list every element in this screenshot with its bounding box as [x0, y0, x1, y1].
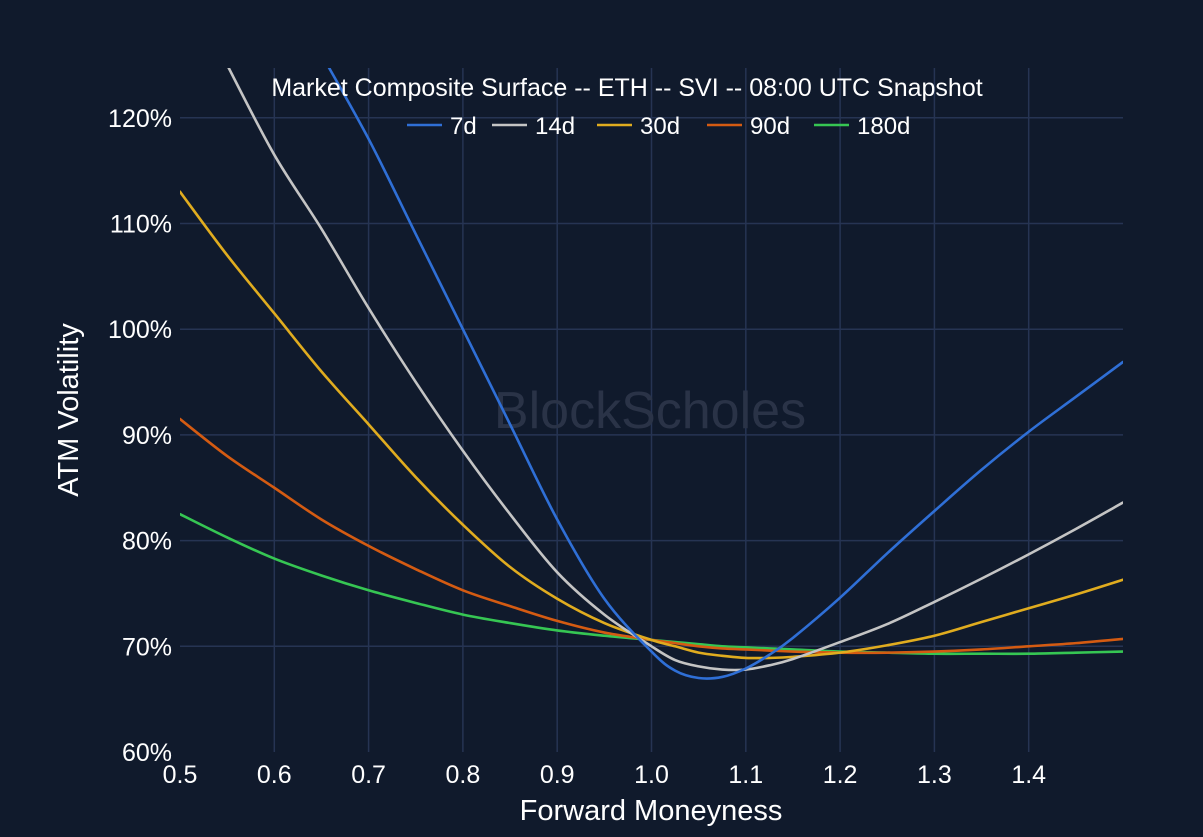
legend-label: 14d [535, 113, 575, 140]
legend-item-7d[interactable]: 7d [407, 113, 477, 140]
y-axis-title: ATM Volatility [53, 323, 85, 497]
y-tick-label: 80% [122, 528, 172, 556]
x-tick-label: 1.3 [917, 761, 952, 789]
legend-item-90d[interactable]: 90d [707, 113, 790, 140]
x-axis-title: Forward Moneyness [520, 795, 783, 827]
series-line-7d [327, 68, 1123, 680]
legend-item-14d[interactable]: 14d [492, 113, 575, 140]
series-line-90d [180, 417, 1123, 655]
watermark: BlockScholes [494, 382, 806, 440]
x-tick-label: 1.4 [1011, 761, 1046, 789]
x-tick-label: 0.5 [163, 761, 198, 789]
legend-item-180d[interactable]: 180d [814, 113, 910, 140]
legend[interactable]: 7d 14d 30d 90d 180d [407, 113, 910, 140]
y-tick-label: 110% [110, 211, 172, 239]
x-tick-label: 1.0 [634, 761, 669, 789]
legend-label: 30d [640, 113, 680, 140]
legend-label: 7d [450, 113, 477, 140]
y-tick-label: 100% [108, 316, 172, 344]
y-tick-label: 90% [122, 422, 172, 450]
series-line-14d [227, 68, 1123, 672]
grid-layer [180, 68, 1123, 752]
series-line-180d [180, 512, 1123, 656]
y-tick-label: 120% [108, 105, 172, 133]
x-tick-label: 0.8 [446, 761, 481, 789]
x-tick-label: 1.2 [823, 761, 858, 789]
tick-layer: 0.5 0.6 0.7 0.8 0.9 1.0 1.1 1.2 1.3 1.4 60% 70% 80% 9… [108, 105, 1046, 789]
y-tick-label: 70% [122, 633, 172, 661]
y-tick-label: 60% [122, 739, 172, 767]
x-tick-label: 0.9 [540, 761, 575, 789]
chart-title: Market Composite Surface -- ETH -- SVI -… [271, 74, 982, 102]
x-tick-label: 0.6 [257, 761, 292, 789]
x-tick-label: 1.1 [728, 761, 763, 789]
legend-label: 90d [750, 113, 790, 140]
series-line-30d [180, 190, 1123, 660]
series-layer [180, 68, 1123, 680]
x-tick-label: 0.7 [351, 761, 386, 789]
legend-label: 180d [857, 113, 910, 140]
legend-item-30d[interactable]: 30d [597, 113, 680, 140]
